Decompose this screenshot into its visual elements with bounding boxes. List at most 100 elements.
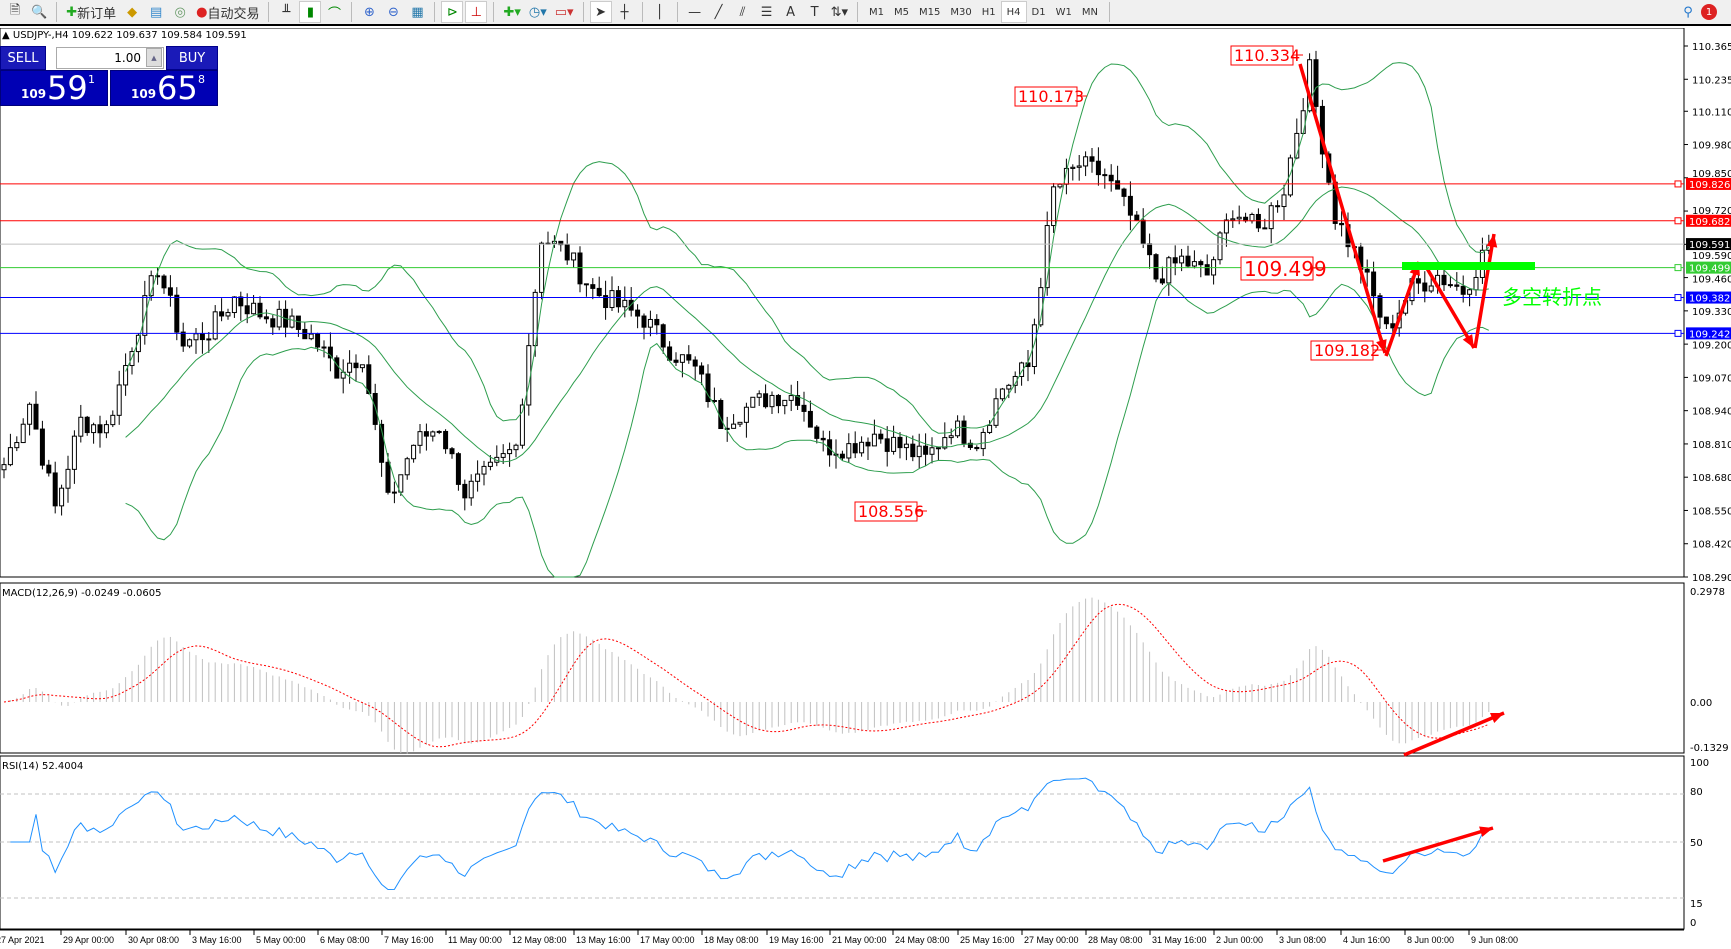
bid-price-button[interactable]: 109 59 1 (0, 69, 108, 107)
templates-icon[interactable]: ▭▾ (554, 4, 574, 20)
candle (961, 420, 967, 444)
candle (1383, 316, 1389, 325)
candle (308, 333, 314, 340)
timeframe-m5[interactable]: M5 (894, 6, 909, 18)
ask-price-button[interactable]: 109 65 8 (110, 69, 218, 107)
chart-shift-icon[interactable]: ⊳ (441, 1, 464, 23)
timeframe-m15[interactable]: M15 (919, 6, 941, 18)
fibonacci-icon[interactable]: ☰ (760, 4, 773, 20)
candle (353, 362, 359, 369)
time-axis-label: 19 May 16:00 (769, 935, 824, 945)
candle (1473, 276, 1479, 291)
equidistant-channel-icon[interactable]: ⫽ (739, 4, 746, 20)
candle (871, 433, 877, 447)
chart-canvas[interactable]: 110.365 110.235 110.110 109.980 109.850 109.7… (0, 28, 1731, 949)
candle (564, 244, 570, 261)
price-axis-label: 109.850 (1692, 169, 1731, 180)
vertical-line-icon[interactable]: │ (655, 4, 664, 20)
signals-icon[interactable]: ◎ (174, 4, 186, 20)
rsi-divergence-arrow (1382, 826, 1494, 863)
timeframe-h1[interactable]: H1 (981, 6, 996, 18)
timeframe-m30[interactable]: M30 (950, 6, 972, 18)
time-axis-label: 25 May 16:00 (960, 935, 1015, 945)
autoscroll-icon[interactable]: ⊥ (465, 1, 488, 23)
candle (385, 461, 391, 493)
data-window-icon[interactable]: ▤ (149, 4, 163, 20)
candle (897, 436, 903, 449)
candle (263, 316, 269, 320)
trendline-icon[interactable]: ╱ (714, 4, 723, 20)
text-label-icon[interactable]: T (810, 4, 819, 20)
text-icon[interactable]: A (786, 4, 796, 20)
zoom-doc-icon[interactable]: 🔍 (31, 4, 48, 20)
candle (929, 447, 935, 455)
timeframe-mn[interactable]: MN (1081, 6, 1098, 18)
rsi-axis-label: 80 (1690, 787, 1703, 798)
lots-increase-button[interactable]: ▲ (146, 48, 162, 67)
candle (116, 384, 122, 416)
macd-signal-line (3, 603, 1489, 748)
candle (1031, 324, 1037, 368)
price-axis-label: 108.290 (1692, 573, 1731, 584)
sell-button[interactable]: SELL (0, 46, 46, 70)
timeframe-m1[interactable]: M1 (869, 6, 884, 18)
timeframe-d1[interactable]: D1 (1031, 6, 1046, 18)
candle (366, 364, 372, 394)
horizontal-line-icon[interactable]: — (688, 4, 702, 20)
candle (814, 426, 820, 439)
rsi-label: RSI(14) 52.4004 (2, 761, 83, 772)
lots-input[interactable]: 1.00 (56, 47, 164, 69)
candle (1294, 132, 1300, 159)
timeframe-h4[interactable]: H4 (1000, 1, 1027, 23)
candle (1076, 165, 1082, 168)
candle (1057, 183, 1063, 188)
up-arrow (1384, 261, 1421, 357)
line-chart-icon[interactable]: ⌒ (327, 6, 341, 22)
candle (1454, 284, 1460, 287)
candle (7, 447, 13, 466)
price-axis-label: 108.810 (1692, 440, 1731, 451)
candle (1051, 186, 1057, 227)
annotation-text: 多空转折点 (1502, 285, 1602, 309)
candle (667, 346, 673, 361)
candle (1166, 257, 1172, 284)
periods-icon[interactable]: ◷▾ (528, 4, 547, 20)
timeframe-w1[interactable]: W1 (1055, 6, 1072, 18)
search-icon[interactable]: ⚲ (1683, 4, 1693, 20)
candle (1313, 59, 1319, 107)
candle (577, 252, 583, 285)
candle (1102, 174, 1108, 177)
zoom-out-icon[interactable]: ⊖ (388, 4, 399, 20)
candle (20, 423, 26, 444)
bar-chart-icon[interactable]: ╨ (282, 4, 291, 20)
bollinger-upper (125, 62, 1490, 434)
crosshair-icon[interactable]: ┼ (620, 4, 629, 20)
cursor-icon[interactable]: ➤ (589, 1, 612, 23)
ask-main: 65 (157, 69, 198, 107)
print-preview-icon[interactable]: 🗎 (9, 3, 21, 18)
auto-trading-button[interactable]: ● 自动交易 (193, 1, 262, 23)
candle (449, 448, 455, 455)
candle (1172, 257, 1178, 264)
line-handle (1674, 217, 1682, 225)
arrows-icon[interactable]: ⇅▾ (830, 4, 848, 20)
candlestick-icon[interactable]: ▮ (299, 1, 322, 23)
bollinger-lower (125, 282, 1490, 578)
candle (1390, 323, 1396, 329)
price-axis-label: 110.365 (1692, 42, 1731, 53)
new-order-button[interactable]: ✚ 新订单 (63, 1, 119, 23)
time-axis-label: 29 Apr 00:00 (63, 935, 114, 945)
tile-windows-icon[interactable]: ▦ (411, 4, 424, 20)
indicators-icon[interactable]: ✚▾ (503, 4, 521, 20)
zoom-in-icon[interactable]: ⊕ (364, 4, 375, 20)
candle (603, 295, 609, 309)
candle (891, 436, 897, 452)
metaeditor-icon[interactable]: ◆ (127, 4, 138, 20)
candle (411, 444, 417, 460)
notification-badge[interactable]: 1 (1701, 4, 1717, 20)
time-axis-label: 11 May 00:00 (448, 935, 502, 945)
candle (1249, 213, 1255, 222)
buy-button[interactable]: BUY (166, 46, 218, 70)
candle (1070, 166, 1076, 169)
candle (71, 435, 77, 470)
